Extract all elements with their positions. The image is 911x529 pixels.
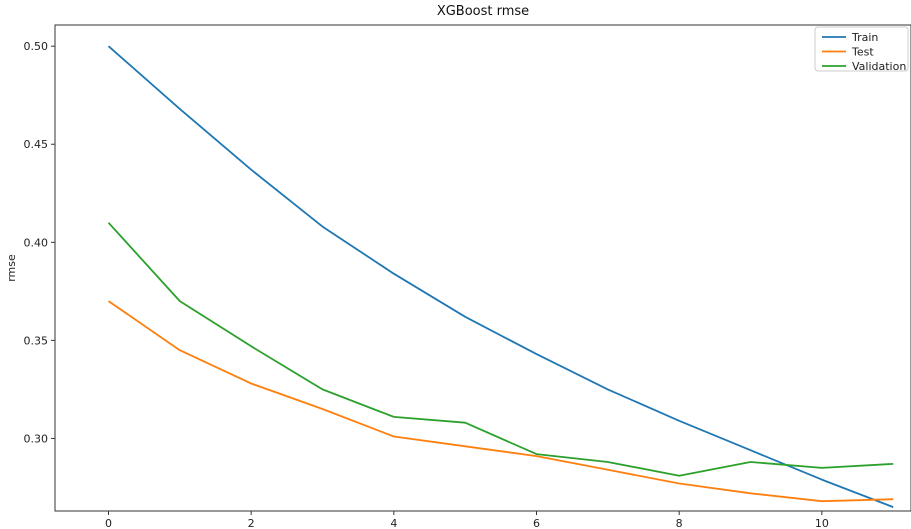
- chart-title: XGBoost rmse: [437, 4, 529, 19]
- x-axis: 0 2 4 6 8 10: [105, 511, 829, 529]
- x-tick-label: 2: [248, 517, 255, 529]
- series-line-validation: [107, 222, 894, 477]
- x-tick-label: 10: [815, 517, 829, 529]
- y-tick-label: 0.30: [24, 432, 49, 445]
- legend-label: Test: [851, 46, 874, 59]
- x-tick-label: 8: [676, 517, 683, 529]
- series-line-test: [107, 300, 894, 503]
- y-tick-label: 0.35: [24, 334, 49, 347]
- x-tick-label: 4: [390, 517, 397, 529]
- series-lines: [107, 45, 894, 508]
- y-tick-label: 0.45: [24, 138, 49, 151]
- legend-box: [814, 26, 909, 72]
- x-tick-label: 0: [105, 517, 112, 529]
- y-axis-title: rmse: [5, 254, 18, 282]
- y-axis: 0.30 0.35 0.40 0.45 0.50: [24, 40, 55, 445]
- y-tick-label: 0.50: [24, 40, 49, 53]
- x-tick-label: 6: [533, 517, 540, 529]
- legend-label: Validation: [852, 60, 906, 73]
- y-tick-label: 0.40: [24, 236, 49, 249]
- plot-frame: [54, 24, 911, 512]
- legend-label: Train: [851, 31, 878, 44]
- series-line-train: [107, 45, 894, 508]
